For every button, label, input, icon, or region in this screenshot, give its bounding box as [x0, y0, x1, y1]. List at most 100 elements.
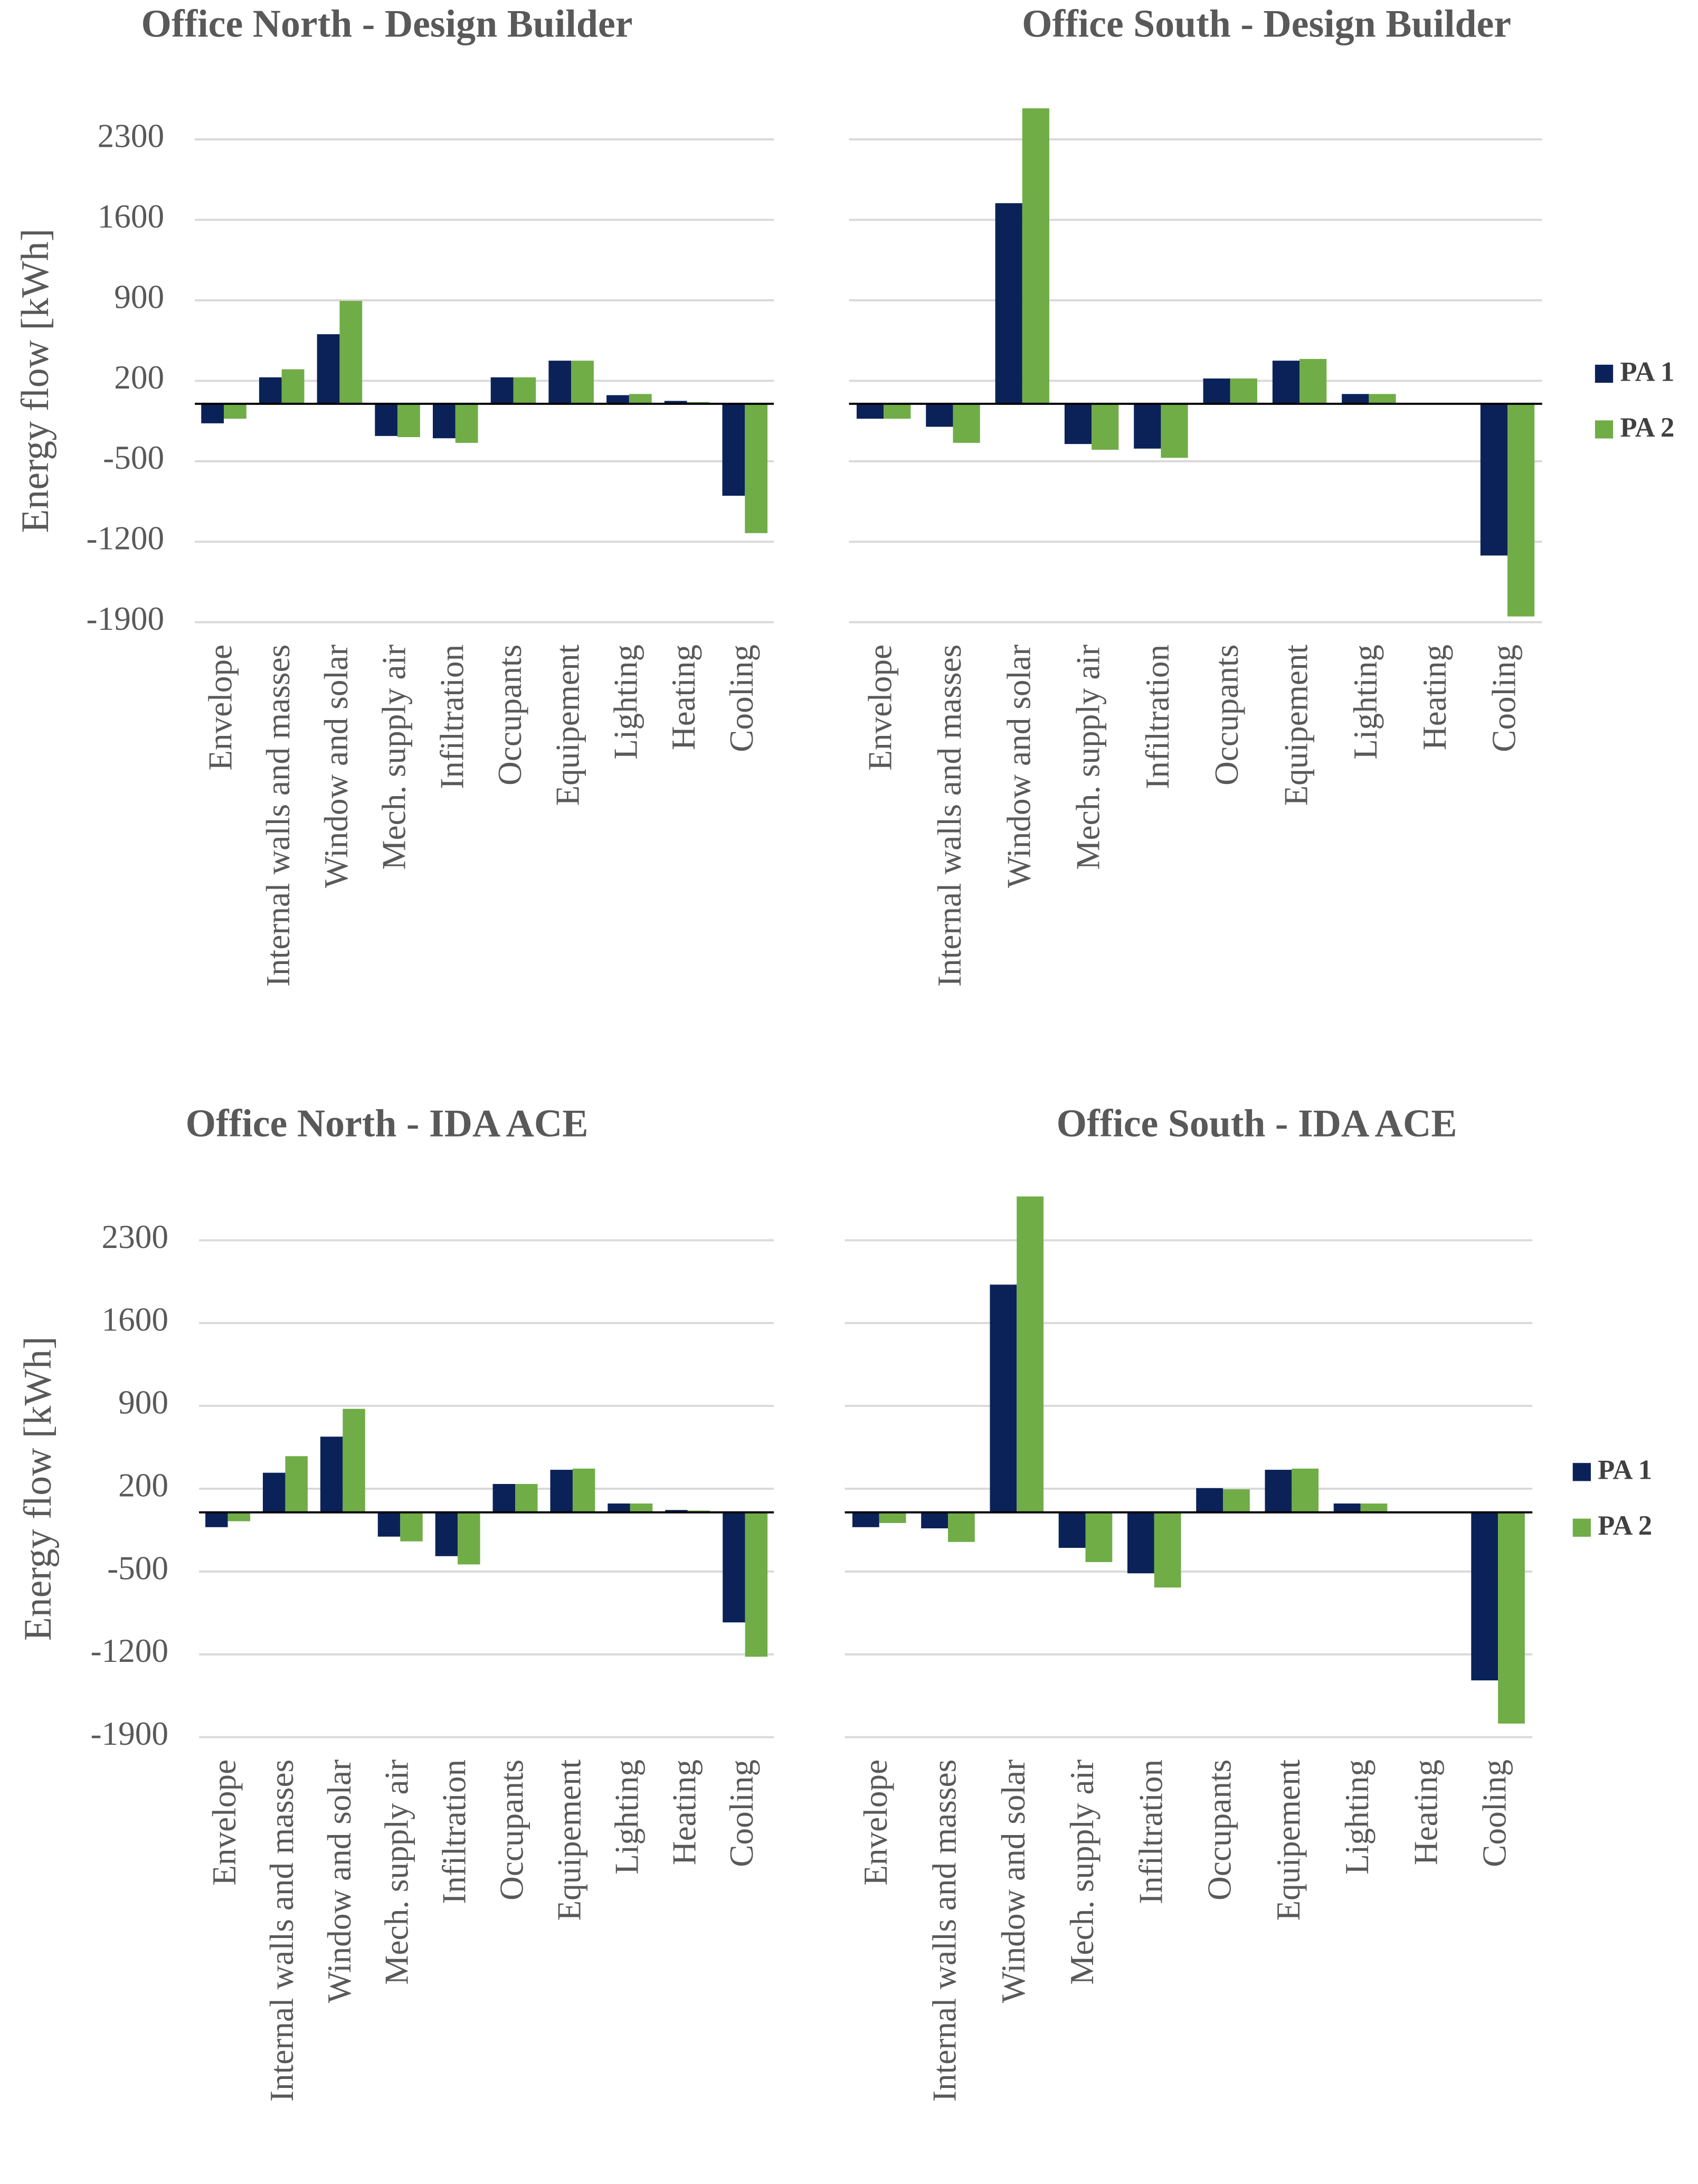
bar — [953, 403, 980, 443]
bar — [201, 403, 224, 423]
bar — [664, 401, 687, 404]
y-tick-label: -1200 — [90, 1632, 168, 1669]
bar — [1480, 403, 1508, 556]
chart-title: Office North - Design Builder — [141, 2, 633, 45]
bar — [1161, 403, 1188, 458]
chart-title: Office South - IDA ACE — [1057, 1102, 1457, 1145]
y-tick-label: 1600 — [98, 198, 165, 235]
bar — [1058, 1512, 1086, 1548]
legend-label: PA 2 — [1620, 412, 1674, 443]
x-tick-label: Mech. supply air — [376, 645, 413, 870]
y-tick-label: 2300 — [98, 117, 165, 154]
bar — [1085, 1512, 1113, 1562]
y-tick-label: -1900 — [87, 600, 165, 637]
x-tick-label: Envelope — [857, 1760, 894, 1886]
bar — [1203, 378, 1230, 404]
x-tick-label: Equipement — [549, 644, 586, 806]
bar — [990, 1284, 1017, 1512]
bar — [665, 1510, 688, 1512]
legend-label: PA 1 — [1598, 1455, 1652, 1486]
bar — [572, 1468, 595, 1512]
y-tick-label: -1900 — [90, 1715, 168, 1752]
bar — [606, 395, 629, 404]
chart: Office South - IDA ACE Envelope Internal w… — [845, 1102, 1652, 2102]
bar — [548, 361, 572, 404]
x-tick-label: Equipement — [1270, 1759, 1307, 1921]
y-tick-label: 1600 — [102, 1301, 169, 1338]
x-tick-label: Infiltration — [433, 645, 470, 789]
x-tick-label: Heating — [1407, 1760, 1444, 1865]
bar — [1265, 1470, 1292, 1512]
x-tick-label: Window and solar — [318, 645, 355, 888]
bar — [320, 1436, 343, 1512]
bar — [515, 1483, 538, 1512]
bar — [1134, 403, 1161, 449]
bar — [1360, 1503, 1388, 1512]
x-tick-label: Occupants — [494, 1760, 530, 1901]
bar — [1064, 403, 1092, 445]
bar — [995, 203, 1022, 404]
bar — [1498, 1512, 1525, 1724]
bar — [1272, 361, 1300, 404]
bar — [608, 1503, 630, 1512]
bar — [856, 403, 884, 419]
x-tick-label: Heating — [666, 1760, 703, 1865]
x-tick-label: Infiltration — [436, 1760, 473, 1904]
x-tick-label: Equipement — [1278, 644, 1315, 806]
bar — [259, 377, 282, 404]
x-tick-label: Occupants — [1208, 645, 1245, 786]
bar — [285, 1456, 308, 1512]
x-tick-label: Internal walls and masses — [263, 1760, 300, 2102]
bar — [1299, 358, 1327, 404]
y-axis-label: Energy flow [kWh] — [16, 1337, 59, 1641]
bar — [921, 1512, 948, 1529]
bar — [317, 334, 340, 404]
x-tick-label: Equipement — [551, 1759, 587, 1921]
bar — [377, 1512, 401, 1537]
x-tick-label: Infiltration — [1132, 1760, 1169, 1904]
bar — [550, 1470, 573, 1512]
bar — [852, 1512, 879, 1527]
chart-title: Office South - Design Builder — [1022, 2, 1511, 45]
bar — [224, 403, 246, 419]
legend-swatch — [1595, 364, 1614, 383]
bar — [1342, 394, 1369, 404]
x-tick-label: Heating — [665, 645, 702, 750]
bar — [571, 361, 594, 404]
bar — [343, 1408, 365, 1512]
x-tick-label: Internal walls and masses — [931, 645, 968, 987]
x-tick-label: Lighting — [1339, 1760, 1376, 1875]
x-tick-label: Envelope — [206, 1760, 243, 1886]
chart: Office South - Design Builder Envelope Int… — [849, 2, 1674, 987]
bar — [1022, 108, 1050, 404]
x-tick-label: Cooling — [1476, 1760, 1513, 1867]
bar — [1092, 403, 1119, 450]
x-tick-label: Lighting — [607, 645, 644, 760]
bar — [1230, 378, 1257, 404]
bar — [433, 403, 456, 439]
x-tick-label: Infiltration — [1139, 645, 1176, 789]
bar — [926, 403, 953, 427]
y-tick-label: 2300 — [102, 1218, 169, 1255]
legend-label: PA 2 — [1598, 1510, 1652, 1541]
legend-swatch — [1572, 1518, 1591, 1537]
bar — [1127, 1512, 1154, 1574]
bar — [1507, 403, 1535, 617]
y-axis-label: Energy flow [kWh] — [13, 229, 56, 533]
bar — [455, 403, 478, 443]
bar — [879, 1512, 906, 1523]
bar — [1471, 1512, 1498, 1681]
bar — [745, 403, 768, 533]
y-tick-label: 200 — [118, 1467, 168, 1504]
x-tick-label: Occupants — [491, 645, 528, 786]
bar — [490, 377, 514, 404]
y-tick-label: 200 — [114, 359, 164, 396]
bar — [947, 1512, 975, 1542]
bar — [281, 369, 305, 404]
bar — [339, 300, 363, 404]
chart: Office North - Design Builder Energy flow… — [13, 2, 774, 987]
x-tick-label: Lighting — [608, 1760, 645, 1875]
